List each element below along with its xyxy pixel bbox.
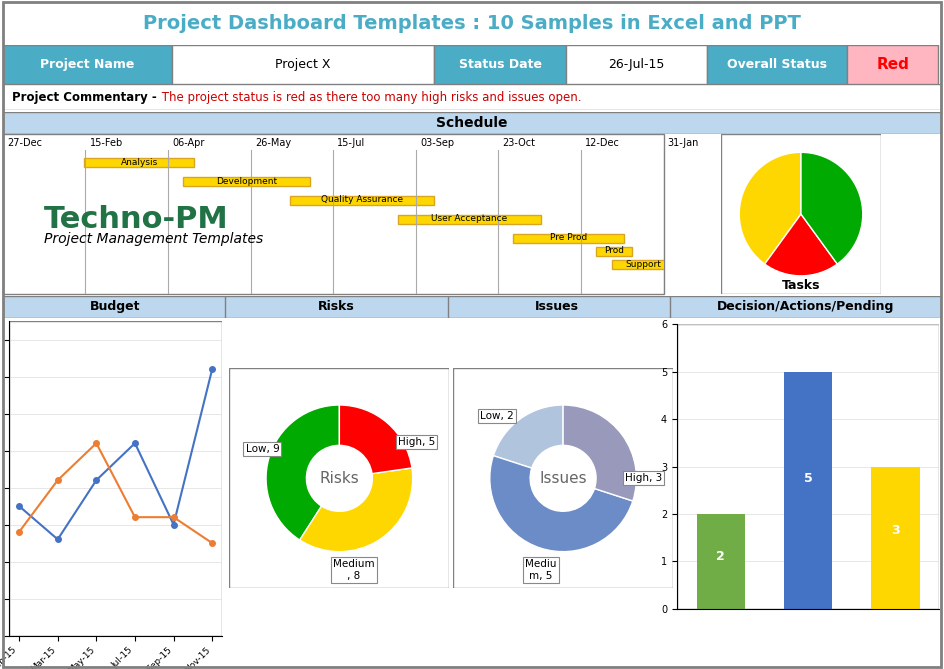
- Text: Status Date: Status Date: [459, 58, 542, 71]
- Wedge shape: [266, 405, 340, 540]
- FancyBboxPatch shape: [848, 45, 938, 84]
- Bar: [871, 467, 919, 609]
- FancyBboxPatch shape: [172, 45, 434, 84]
- Planned: [207, 365, 218, 373]
- Text: Techno-PM: Techno-PM: [44, 205, 228, 234]
- Text: Project Commentary -: Project Commentary -: [12, 90, 157, 104]
- Text: High, 5: High, 5: [397, 437, 435, 447]
- Text: 23-Oct: 23-Oct: [502, 138, 535, 149]
- Bar: [784, 372, 832, 609]
- Text: 26-Jul-15: 26-Jul-15: [608, 58, 665, 71]
- Wedge shape: [739, 153, 801, 264]
- Text: 2: 2: [716, 550, 725, 563]
- Text: Issues: Issues: [534, 300, 579, 313]
- Text: 15-Feb: 15-Feb: [90, 138, 123, 149]
- Text: Development: Development: [216, 177, 278, 185]
- Text: 5: 5: [803, 472, 813, 485]
- Text: Red: Red: [877, 57, 910, 72]
- Wedge shape: [340, 405, 412, 474]
- Text: Low, 9: Low, 9: [245, 444, 279, 454]
- FancyBboxPatch shape: [183, 177, 310, 186]
- FancyBboxPatch shape: [3, 45, 172, 84]
- Text: 03-Sep: 03-Sep: [420, 138, 454, 149]
- Text: Quality Assurance: Quality Assurance: [321, 195, 403, 205]
- Planned: [52, 535, 63, 543]
- Actual: [207, 539, 218, 547]
- Text: Project Dashboard Templates : 10 Samples in Excel and PPT: Project Dashboard Templates : 10 Samples…: [143, 14, 801, 33]
- Text: The project status is red as there too many high risks and issues open.: The project status is red as there too m…: [158, 90, 582, 104]
- Actual: [13, 528, 25, 536]
- Line: Planned: Planned: [16, 367, 215, 542]
- FancyBboxPatch shape: [613, 260, 674, 269]
- Text: 31-Jan: 31-Jan: [667, 138, 700, 149]
- Text: Pre Prod: Pre Prod: [550, 233, 587, 242]
- Bar: [720, 134, 882, 294]
- Text: Issues: Issues: [539, 471, 587, 486]
- FancyBboxPatch shape: [706, 45, 848, 84]
- FancyBboxPatch shape: [397, 215, 542, 224]
- Wedge shape: [801, 153, 863, 264]
- Text: Project Name: Project Name: [40, 58, 134, 71]
- Text: Project X: Project X: [276, 58, 330, 71]
- Wedge shape: [300, 468, 413, 552]
- Bar: [229, 369, 449, 588]
- Text: Mediu
m, 5: Mediu m, 5: [526, 559, 557, 581]
- Text: High, 3: High, 3: [625, 474, 663, 483]
- FancyBboxPatch shape: [434, 45, 565, 84]
- Line: Actual: Actual: [16, 440, 215, 546]
- Bar: [9, 321, 222, 636]
- Text: Schedule: Schedule: [436, 116, 508, 130]
- Planned: [91, 476, 102, 484]
- Text: User Acceptance: User Acceptance: [431, 214, 508, 223]
- Bar: [453, 369, 673, 588]
- FancyBboxPatch shape: [84, 158, 194, 167]
- Bar: [697, 514, 745, 609]
- Text: 15-Jul: 15-Jul: [337, 138, 365, 149]
- FancyBboxPatch shape: [565, 45, 706, 84]
- Actual: [91, 439, 102, 447]
- Text: Tasks: Tasks: [782, 278, 820, 292]
- Wedge shape: [564, 405, 636, 501]
- Wedge shape: [494, 405, 563, 468]
- Text: 12-Dec: 12-Dec: [585, 138, 620, 149]
- Bar: [677, 324, 939, 609]
- Wedge shape: [490, 456, 632, 552]
- FancyBboxPatch shape: [596, 247, 632, 256]
- Planned: [13, 502, 25, 510]
- Text: Budget: Budget: [91, 300, 141, 313]
- Text: Prod: Prod: [604, 246, 624, 256]
- Legend: On Track, Delayed, Not Started: On Track, Delayed, Not Started: [711, 362, 891, 378]
- Planned: [129, 439, 141, 447]
- Text: Project Management Templates: Project Management Templates: [44, 232, 263, 246]
- Text: Support: Support: [625, 260, 661, 269]
- Text: Risks: Risks: [317, 300, 354, 313]
- Text: 26-May: 26-May: [255, 138, 291, 149]
- Text: 06-Apr: 06-Apr: [172, 138, 205, 149]
- Actual: [168, 513, 179, 521]
- Text: 3: 3: [891, 524, 900, 537]
- Text: Analysis: Analysis: [121, 158, 158, 167]
- Text: 27-Dec: 27-Dec: [7, 138, 42, 149]
- Wedge shape: [765, 214, 837, 276]
- FancyBboxPatch shape: [514, 233, 624, 243]
- Text: Risks: Risks: [319, 471, 360, 486]
- Text: Low, 2: Low, 2: [480, 411, 514, 421]
- Actual: [52, 476, 63, 484]
- FancyBboxPatch shape: [291, 196, 434, 205]
- Text: Medium
, 8: Medium , 8: [333, 559, 375, 581]
- Text: Decision/Actions/Pending: Decision/Actions/Pending: [716, 300, 894, 313]
- Text: Overall Status: Overall Status: [727, 58, 827, 71]
- Actual: [129, 513, 141, 521]
- Planned: [168, 520, 179, 529]
